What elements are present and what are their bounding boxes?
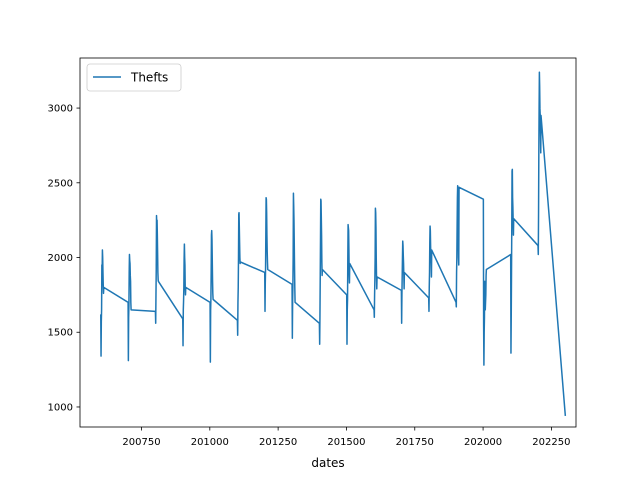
y-axis: 1000 1500 2000 2500 3000 (48, 104, 80, 413)
legend-box (86, 63, 182, 92)
y-tick-label: 2000 (48, 253, 73, 264)
plot-frame (79, 57, 577, 428)
x-tick-label: 202250 (532, 437, 570, 448)
series-line-thefts (100, 71, 567, 417)
x-tick-label: 201750 (396, 437, 434, 448)
x-tick-label: 201500 (327, 437, 365, 448)
legend: Thefts (86, 63, 182, 92)
x-tick-label: 200750 (122, 437, 160, 448)
x-tick-label: 202000 (464, 437, 502, 448)
x-axis: 200750 201000 201250 201500 201750 202000 2022… (122, 427, 570, 448)
y-tick-label: 1500 (48, 328, 73, 339)
y-tick-label: 2500 (48, 178, 73, 189)
legend-label-thefts: Thefts (130, 71, 168, 85)
series-layer (100, 71, 567, 417)
x-tick-label: 201000 (191, 437, 229, 448)
x-tick-label: 201250 (259, 437, 297, 448)
x-axis-label: dates (311, 456, 344, 470)
y-tick-label: 3000 (48, 104, 73, 115)
y-tick-label: 1000 (48, 402, 73, 413)
